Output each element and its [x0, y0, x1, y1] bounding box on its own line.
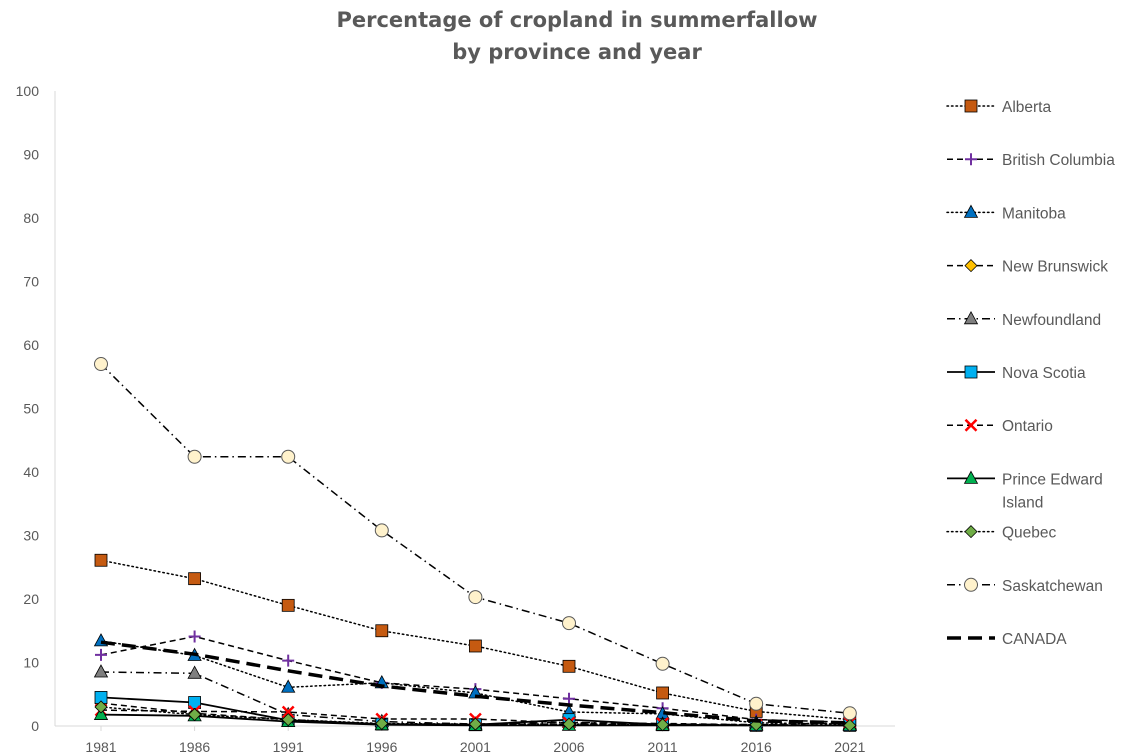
data-point-saskatchewan [655, 656, 670, 671]
data-point-prince-edward-island [93, 706, 109, 720]
legend-item-alberta: Alberta [946, 99, 1051, 116]
x-tick-label: 2001 [460, 739, 491, 755]
data-point-quebec [656, 718, 670, 732]
x-tick-label: 2016 [741, 739, 772, 755]
data-point-saskatchewan [281, 449, 296, 464]
x-tick-label: 2021 [834, 739, 865, 755]
legend-swatch-marker [964, 525, 978, 539]
legend-item-british-columbia: British Columbia [947, 152, 1115, 169]
y-tick-label: 90 [23, 147, 39, 163]
legend-label: Alberta [1002, 99, 1051, 116]
legend: Alberta British Columbia Manitoba New Bruns… [946, 99, 1115, 648]
data-point-saskatchewan [374, 523, 389, 538]
data-point-alberta [375, 624, 389, 638]
data-point-quebec [375, 716, 389, 731]
y-tick-label: 70 [23, 274, 39, 290]
legend-swatch-marker [963, 204, 979, 218]
legend-label: Ontario [1002, 418, 1053, 435]
data-point-british-columbia [188, 630, 201, 643]
data-point-alberta [562, 659, 576, 673]
y-tick-label: 30 [23, 528, 39, 544]
x-tick-label: 1986 [179, 739, 210, 755]
data-point-quebec [562, 717, 576, 731]
legend-label: CANADA [1002, 631, 1067, 648]
data-point-ontario [281, 705, 295, 719]
y-axis: 0 10 20 30 40 50 60 70 80 90 100 [16, 83, 40, 734]
data-point-quebec [843, 718, 857, 732]
series-saskatchewan [94, 357, 857, 721]
data-point-newfoundland [187, 665, 202, 679]
y-tick-label: 50 [23, 401, 39, 417]
legend-item-newfoundland: Newfoundland [947, 310, 1101, 329]
y-tick-label: 10 [23, 655, 39, 671]
data-point-alberta [188, 572, 202, 586]
legend-label: Manitoba [1002, 205, 1066, 222]
legend-item-saskatchewan: Saskatchewan [947, 577, 1103, 595]
legend-swatch-marker [963, 310, 979, 325]
series-layer [93, 357, 857, 732]
data-point-quebec [94, 700, 108, 714]
data-point-saskatchewan [842, 706, 857, 721]
data-point-alberta [656, 686, 669, 700]
series-line-canada [100, 640, 850, 725]
data-point-british-columbia [563, 692, 575, 705]
chart-title-line-1: Percentage of cropland in summerfallow [336, 8, 817, 32]
legend-swatch-marker [964, 577, 978, 592]
legend-label: Quebec [1002, 525, 1057, 542]
y-tick-label: 60 [23, 337, 39, 353]
y-tick-label: 40 [23, 464, 39, 480]
legend-label: Nova Scotia [1002, 365, 1086, 382]
data-point-saskatchewan [187, 449, 202, 464]
series-line-saskatchewan [100, 363, 850, 715]
x-tick-label: 1996 [366, 739, 397, 755]
data-point-quebec [468, 717, 482, 731]
legend-item-quebec: Quebec [946, 525, 1057, 542]
legend-label: Prince Edward [1002, 471, 1103, 488]
legend-label: British Columbia [1002, 152, 1115, 169]
data-point-alberta [94, 553, 108, 567]
y-tick-label: 0 [31, 718, 39, 734]
data-point-saskatchewan [749, 696, 764, 711]
data-point-saskatchewan [562, 616, 576, 631]
data-point-saskatchewan [94, 357, 108, 372]
y-tick-label: 20 [23, 591, 39, 607]
series-canada [100, 640, 850, 725]
y-tick-label: 100 [16, 83, 40, 99]
data-point-newfoundland [93, 664, 109, 678]
legend-label: New Brunswick [1002, 259, 1108, 276]
legend-item-ontario: Ontario [947, 418, 1053, 435]
data-point-manitoba [281, 679, 296, 693]
legend-item-prince-edward-island: Prince Edward Island [947, 470, 1103, 511]
x-tick-label: 1991 [273, 739, 304, 755]
legend-label: Newfoundland [1002, 312, 1101, 329]
x-axis: 1981 1986 1991 1996 2001 2006 2011 2016 2021 [85, 726, 866, 755]
x-tick-label: 1981 [85, 739, 116, 755]
legend-item-new-brunswick: New Brunswick [947, 259, 1108, 276]
data-point-saskatchewan [468, 590, 483, 605]
legend-swatch-marker [965, 153, 977, 166]
data-point-quebec [281, 713, 295, 727]
legend-swatch-marker [964, 418, 978, 432]
chart-title-line-2: by province and year [452, 40, 702, 64]
y-tick-label: 80 [23, 210, 39, 226]
data-point-british-columbia [282, 654, 295, 667]
legend-swatch-marker [964, 365, 978, 379]
legend-item-nova-scotia: Nova Scotia [947, 365, 1086, 382]
x-tick-label: 2006 [553, 739, 584, 755]
data-point-alberta [281, 598, 295, 612]
legend-label: Saskatchewan [1002, 578, 1103, 595]
legend-swatch-marker [964, 99, 978, 113]
x-tick-label: 2011 [648, 739, 678, 755]
data-point-quebec [188, 708, 202, 722]
series-line-manitoba [100, 640, 851, 725]
series-alberta [94, 553, 857, 727]
legend-item-manitoba: Manitoba [946, 204, 1066, 222]
legend-swatch-marker [964, 259, 978, 273]
legend-item-canada: CANADA [947, 631, 1067, 648]
legend-swatch-marker [963, 470, 979, 484]
data-point-alberta [468, 639, 482, 653]
data-point-british-columbia [95, 648, 107, 661]
legend-label: Island [1002, 494, 1043, 511]
